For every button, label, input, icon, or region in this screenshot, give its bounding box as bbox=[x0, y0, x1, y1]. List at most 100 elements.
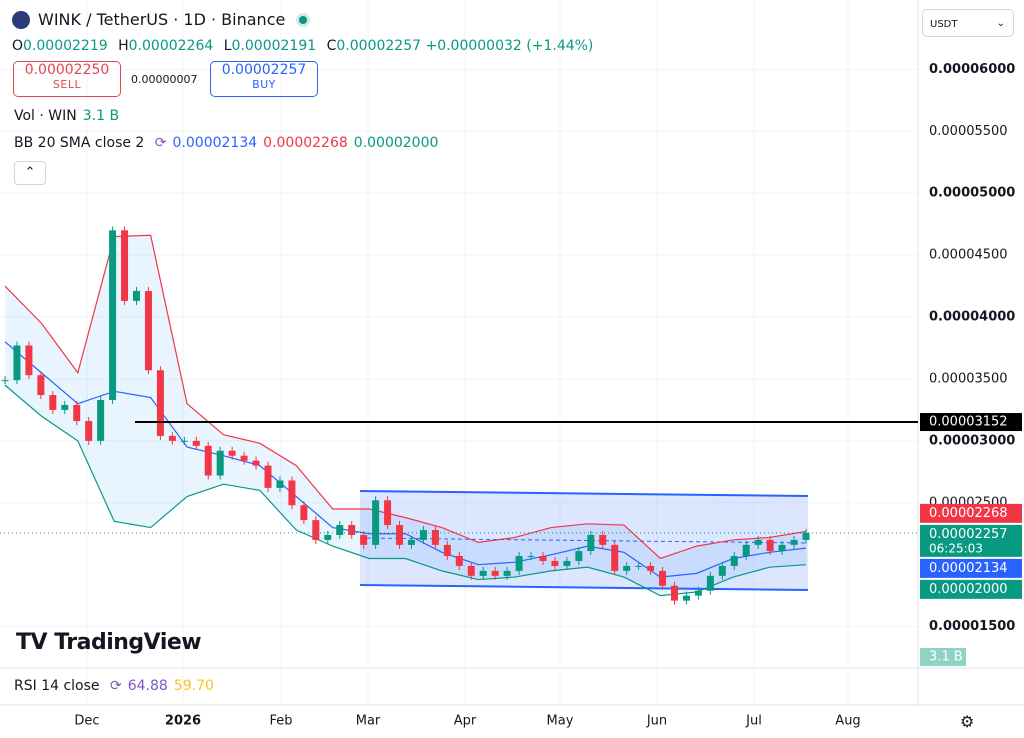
ohlc-label: H bbox=[118, 38, 129, 54]
candle-body bbox=[706, 575, 714, 591]
candle-body bbox=[682, 595, 690, 601]
ohlc-label: L bbox=[223, 38, 232, 54]
candle-body bbox=[611, 544, 619, 571]
x-tick-label: Jun bbox=[646, 714, 667, 729]
y-tick-label: 0.00001500 bbox=[929, 619, 1015, 634]
settings-button[interactable]: ⚙ bbox=[960, 712, 975, 731]
ohlc-label: O bbox=[12, 38, 24, 54]
price-label-bg bbox=[920, 579, 1022, 599]
candle-body bbox=[121, 230, 129, 301]
candle-body bbox=[109, 230, 117, 400]
range-mid bbox=[359, 537, 809, 544]
candle-body bbox=[384, 500, 392, 526]
indicator-value: 0.00002134 bbox=[172, 135, 258, 151]
candle-body bbox=[144, 291, 152, 371]
change: +0.00000032 (+1.44%) bbox=[425, 38, 594, 54]
candle-body bbox=[240, 455, 248, 461]
ohlc-value: 0.00002257 bbox=[336, 38, 422, 54]
candle-body bbox=[324, 534, 332, 540]
x-tick-label: May bbox=[547, 714, 574, 729]
status-dot bbox=[299, 15, 308, 24]
indicator-value: 0.00002000 bbox=[353, 135, 439, 151]
candle-body bbox=[754, 539, 762, 545]
indicator-value: 3.1 B bbox=[82, 108, 120, 124]
candle-body bbox=[168, 435, 176, 441]
x-tick-label: Dec bbox=[74, 714, 99, 729]
x-tick-label: Jul bbox=[745, 714, 762, 729]
candle-body bbox=[216, 450, 224, 476]
candle-body bbox=[587, 534, 595, 552]
symbol[interactable]: WINK / TetherUS · 1D · Binance bbox=[38, 10, 286, 29]
coin-logo bbox=[12, 10, 30, 29]
range-bottom bbox=[359, 584, 809, 591]
candle-body bbox=[778, 544, 786, 552]
candle-body bbox=[443, 544, 451, 557]
candle-body bbox=[156, 370, 164, 436]
candle-body bbox=[718, 565, 726, 576]
candle-body bbox=[527, 556, 535, 558]
candle-body bbox=[647, 565, 655, 571]
candle-body bbox=[312, 520, 320, 540]
buy-button[interactable]: 0.00002257 BUY bbox=[210, 61, 318, 97]
candle-body bbox=[252, 460, 260, 466]
x-tick-label: Aug bbox=[835, 714, 860, 729]
candle-body bbox=[180, 440, 188, 442]
x-tick-label: Feb bbox=[269, 714, 292, 729]
y-tick-label: 0.00003500 bbox=[929, 371, 1008, 386]
candle-body bbox=[348, 525, 356, 535]
candle-body bbox=[264, 465, 272, 488]
indicator-value: 59.70 bbox=[173, 678, 214, 694]
ohlc-value: 0.00002264 bbox=[128, 38, 214, 54]
candle-body bbox=[37, 375, 45, 396]
y-tick-label: 0.00006000 bbox=[929, 62, 1015, 77]
candle-body bbox=[467, 565, 475, 576]
bb-legend: BB 20 SMA close 2 ⟳ 0.00002134 0.00002268 0… bbox=[14, 135, 439, 151]
candle-body bbox=[204, 445, 212, 476]
candle-body bbox=[694, 590, 702, 596]
y-tick-label: 0.00005000 bbox=[929, 186, 1015, 201]
candle-body bbox=[419, 530, 427, 540]
candle-body bbox=[276, 480, 284, 488]
sell-button[interactable]: 0.00002250 SELL bbox=[13, 61, 121, 97]
sell-label: SELL bbox=[52, 78, 82, 91]
band-line bbox=[4, 234, 807, 560]
y-tick-label: 0.00005500 bbox=[929, 124, 1008, 139]
candle-body bbox=[802, 532, 810, 540]
ohlc-value: 0.00002191 bbox=[231, 38, 317, 54]
volume-label-bg bbox=[920, 648, 966, 666]
y-tick-label: 0.00003000 bbox=[929, 433, 1015, 448]
x-tick-label: Apr bbox=[454, 714, 477, 729]
candle-body bbox=[360, 534, 368, 545]
indicator-name: RSI 14 close bbox=[14, 678, 100, 694]
sell-price: 0.00002250 bbox=[24, 62, 110, 78]
candle-body bbox=[73, 404, 81, 422]
y-tick-label: 0.00004000 bbox=[929, 310, 1015, 325]
candle-body bbox=[372, 500, 380, 545]
indicator-name: Vol · WIN bbox=[14, 108, 77, 124]
candle-body bbox=[635, 565, 643, 567]
candle-body bbox=[742, 544, 750, 557]
candle-body bbox=[479, 570, 487, 576]
y-tick-label: 0.00004500 bbox=[929, 248, 1008, 263]
candle-body bbox=[192, 440, 200, 446]
countdown: 06:25:03 bbox=[929, 541, 983, 555]
candle-body bbox=[659, 570, 667, 586]
candle-body bbox=[49, 395, 57, 410]
candle-body bbox=[61, 404, 69, 410]
collapse-button[interactable]: ⌃ bbox=[14, 161, 46, 185]
candle-body bbox=[431, 530, 439, 545]
candle-body bbox=[396, 525, 404, 545]
rsi-legend: RSI 14 close ⟳ 64.88 59.70 bbox=[14, 678, 214, 694]
buy-price: 0.00002257 bbox=[221, 62, 307, 78]
level-label-bg bbox=[920, 413, 1022, 432]
candle-body bbox=[539, 556, 547, 561]
currency-select[interactable]: USDT ⌄ bbox=[922, 9, 1014, 37]
price-label: 0.00002257 bbox=[929, 527, 1008, 542]
x-tick-label: 2026 bbox=[165, 714, 201, 729]
price-label-bg bbox=[920, 524, 1022, 557]
candle-body bbox=[766, 539, 774, 552]
ohlc: O0.00002219 H0.00002264 L0.00002191 C0.0… bbox=[12, 38, 593, 54]
candle-body bbox=[790, 539, 798, 545]
